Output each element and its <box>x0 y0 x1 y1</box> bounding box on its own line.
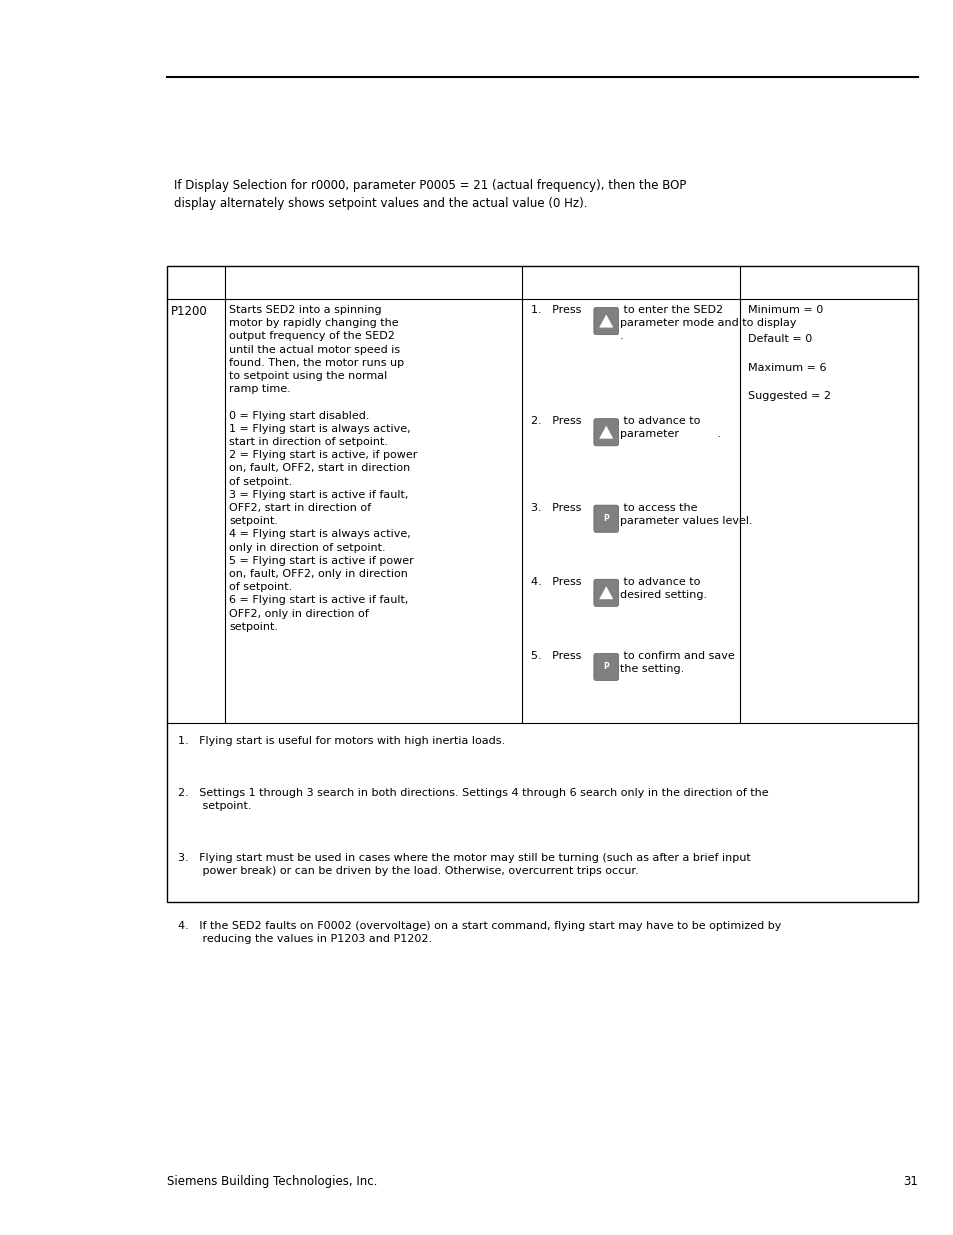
Polygon shape <box>598 315 612 327</box>
FancyBboxPatch shape <box>594 308 618 335</box>
Text: 5.   Press: 5. Press <box>531 651 580 661</box>
Text: 31: 31 <box>902 1174 918 1188</box>
Text: P: P <box>602 662 608 672</box>
Text: to advance to
desired setting.: to advance to desired setting. <box>618 577 706 600</box>
Text: 4.   If the SED2 faults on F0002 (overvoltage) on a start command, flying start : 4. If the SED2 faults on F0002 (overvolt… <box>178 921 781 945</box>
Text: If Display Selection for r0000, parameter P0005 = 21 (actual frequency), then th: If Display Selection for r0000, paramete… <box>174 179 686 210</box>
FancyBboxPatch shape <box>594 653 618 680</box>
Text: 3.   Press: 3. Press <box>531 503 580 513</box>
Text: P: P <box>602 514 608 524</box>
Text: to access the
parameter values level.: to access the parameter values level. <box>618 503 751 526</box>
FancyBboxPatch shape <box>594 419 618 446</box>
Polygon shape <box>598 426 612 438</box>
FancyBboxPatch shape <box>594 505 618 532</box>
Text: 2.   Press: 2. Press <box>531 416 581 426</box>
Polygon shape <box>598 587 612 599</box>
Text: 4.   Press: 4. Press <box>531 577 581 587</box>
Text: Siemens Building Technologies, Inc.: Siemens Building Technologies, Inc. <box>167 1174 376 1188</box>
Text: 1.   Flying start is useful for motors with high inertia loads.: 1. Flying start is useful for motors wit… <box>178 736 504 746</box>
Text: to enter the SED2
parameter mode and to display
.: to enter the SED2 parameter mode and to … <box>618 305 795 341</box>
Text: P1200: P1200 <box>172 305 208 319</box>
Text: 3.   Flying start must be used in cases where the motor may still be turning (su: 3. Flying start must be used in cases wh… <box>178 853 750 877</box>
Text: 2.   Settings 1 through 3 search in both directions. Settings 4 through 6 search: 2. Settings 1 through 3 search in both d… <box>178 788 768 811</box>
Text: Minimum = 0

Default = 0

Maximum = 6

Suggested = 2: Minimum = 0 Default = 0 Maximum = 6 Sugg… <box>747 305 830 401</box>
Text: to advance to
parameter           .: to advance to parameter . <box>618 416 720 440</box>
Text: Starts SED2 into a spinning
motor by rapidly changing the
output frequency of th: Starts SED2 into a spinning motor by rap… <box>229 305 417 632</box>
Text: to confirm and save
the setting.: to confirm and save the setting. <box>618 651 734 674</box>
FancyBboxPatch shape <box>594 579 618 606</box>
Text: 1.   Press: 1. Press <box>531 305 580 315</box>
